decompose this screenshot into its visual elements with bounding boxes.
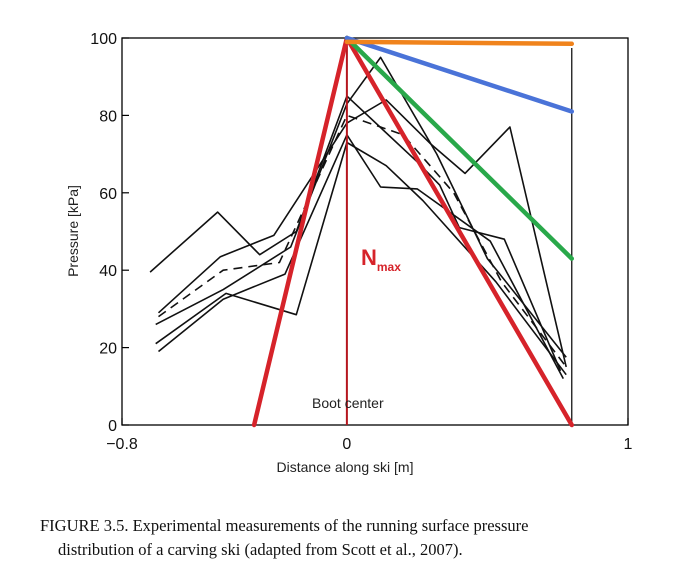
measured-pressure-series — [157, 99, 567, 368]
y-tick-label: 20 — [99, 341, 117, 358]
model-pressure-line — [344, 35, 575, 261]
y-ticks: 0 20 40 60 80 100 — [90, 31, 129, 435]
caption-line-2: distribution of a carving ski (adapted f… — [58, 540, 463, 559]
model-pressure-line — [344, 35, 575, 428]
boot-center-label: Boot center — [312, 395, 384, 411]
measured-pressure-series — [149, 95, 562, 372]
nmax-label-main: N — [361, 245, 377, 270]
y-tick-label: 60 — [99, 186, 117, 203]
figure-caption: FIGURE 3.5. Experimental measurements of… — [40, 514, 680, 562]
nmax-label: Nmax — [361, 245, 401, 274]
x-tick-label: 1 — [624, 436, 633, 453]
model-pressure-line — [251, 35, 350, 428]
x-tick-label: −0.8 — [106, 436, 138, 453]
measured-series-group — [149, 56, 567, 379]
plot-frame — [121, 37, 629, 426]
caption-line-1: FIGURE 3.5. Experimental measurements of… — [40, 516, 529, 535]
model-lines-group — [251, 35, 575, 428]
measured-pressure-series — [157, 134, 565, 379]
measured-pressure-series — [155, 56, 567, 358]
nmax-label-sub: max — [377, 260, 401, 274]
y-tick-label: 80 — [99, 108, 117, 125]
y-tick-label: 40 — [99, 263, 117, 280]
x-tick-label: 0 — [342, 436, 351, 453]
y-tick-label: 0 — [108, 418, 117, 435]
measured-pressure-series — [155, 141, 567, 376]
x-ticks: −0.8 0 1 — [106, 418, 633, 453]
model-pressure-line — [344, 35, 575, 114]
model-pressure-line — [344, 39, 575, 47]
x-axis-label: Distance along ski [m] — [277, 459, 414, 475]
y-tick-label: 100 — [90, 31, 117, 48]
y-axis-label: Pressure [kPa] — [65, 185, 81, 277]
measured-pressure-series — [158, 114, 567, 368]
